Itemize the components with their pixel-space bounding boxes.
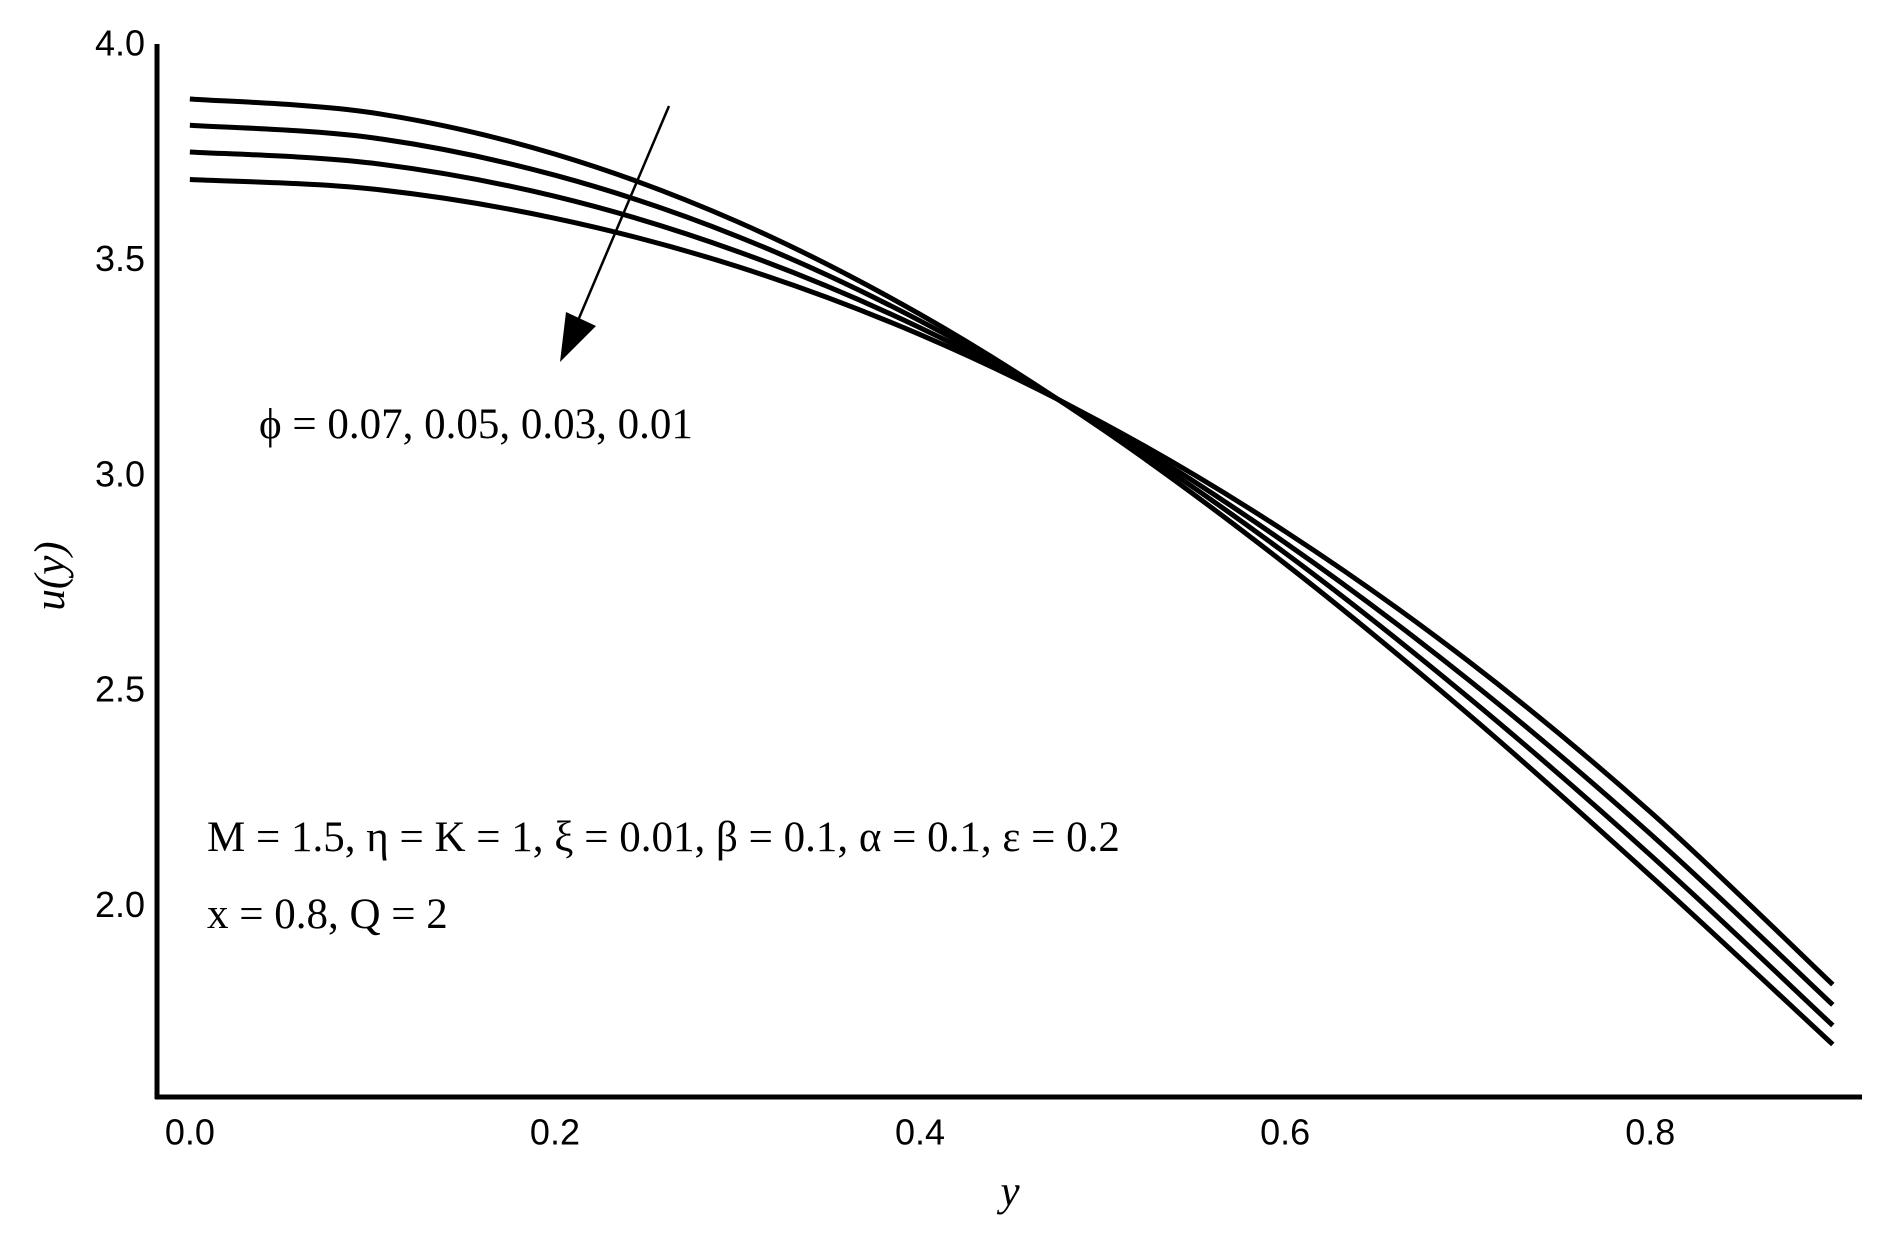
phi-annotation: ϕ = 0.07, 0.05, 0.03, 0.01 [259, 401, 693, 448]
y-tick-label: 2.5 [95, 669, 145, 710]
arrow-head [560, 312, 596, 362]
y-tick-label: 4.0 [95, 23, 145, 64]
x-tick-label: 0.6 [1260, 1112, 1310, 1153]
y-tick-label: 3.5 [95, 238, 145, 279]
x-axis-label: y [996, 1168, 1020, 1215]
parameter-annotation: x = 0.8, Q = 2 [207, 891, 448, 938]
x-tick-label: 0.8 [1625, 1112, 1675, 1153]
parameter-annotation: M = 1.5, η = K = 1, ξ = 0.01, β = 0.1, α… [207, 814, 1120, 861]
y-tick-label: 2.0 [95, 884, 145, 925]
x-tick-label: 0.2 [530, 1112, 580, 1153]
y-axis-label: u(y) [27, 541, 74, 610]
x-tick-label: 0.0 [165, 1112, 215, 1153]
x-tick-label: 0.4 [895, 1112, 945, 1153]
annotation-arrow [572, 105, 671, 331]
series-line [189, 177, 1835, 987]
y-tick-label: 3.0 [95, 453, 145, 494]
